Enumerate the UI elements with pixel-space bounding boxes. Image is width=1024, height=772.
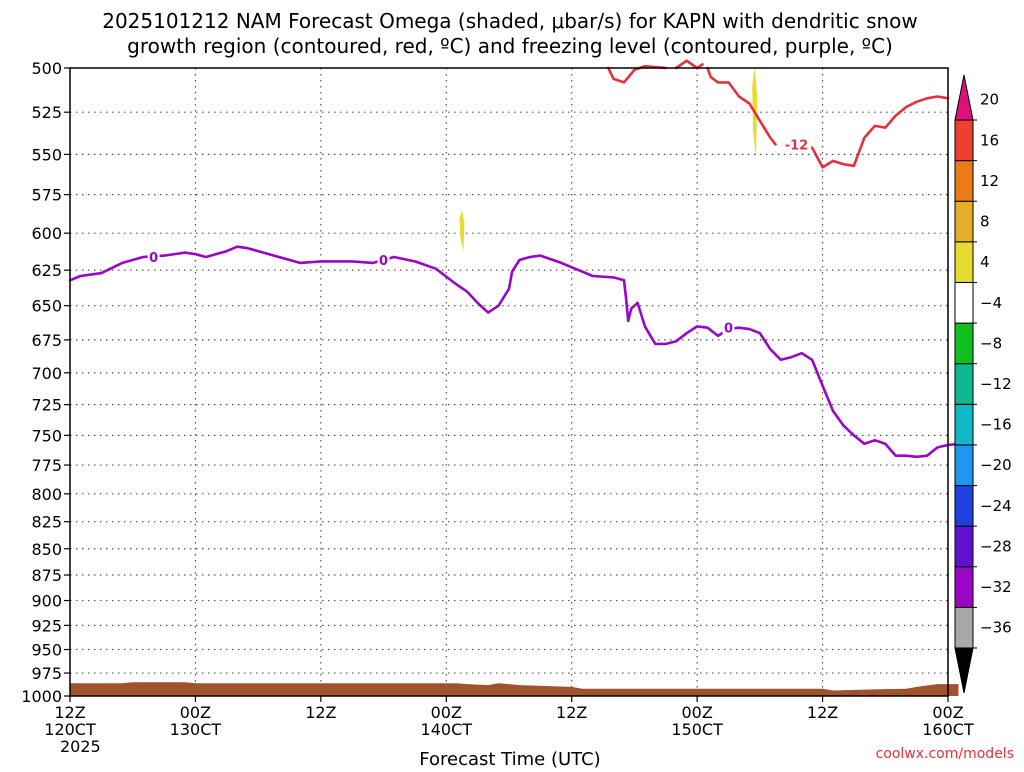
y-tick-label: 750 [31,426,62,445]
colorbar-label: 4 [980,253,990,271]
y-tick-label: 875 [31,566,62,585]
x-tick-label: 12Z [556,703,587,722]
y-tick-label: 725 [31,396,62,415]
chart-title-line-1: 2025101212 NAM Forecast Omega (shaded, μ… [102,9,918,33]
y-tick-label: 625 [31,261,62,280]
y-tick-label: 650 [31,297,62,316]
colorbar-bin [954,363,974,405]
y-tick-label: 850 [31,540,62,559]
y-tick-label: 550 [31,145,62,164]
colorbar-label: −4 [980,294,1002,312]
terrain-fill [70,682,959,696]
contour-label: 0 [379,254,388,269]
colorbar-bin [954,444,974,487]
contour-line-dendritic [674,59,704,70]
x-axis-label: Forecast Time (UTC) [419,749,600,768]
x-tick-label: 00Z [431,703,462,722]
colorbar-label: −8 [980,334,1002,352]
x-tick-label: 140CT [421,720,473,739]
x-tick-label: 12Z [305,703,336,722]
x-tick-label: 00Z [180,703,211,722]
contour-label: 0 [149,251,158,266]
contour-label: 0 [724,322,733,337]
y-tick-label: 500 [31,59,62,78]
colorbar-bin [954,119,974,162]
y-tick-label: 925 [31,616,62,635]
y-tick-label: 950 [31,641,62,660]
chart-title-line-2: growth region (contoured, red, ºC) and f… [127,34,893,58]
colorbar-bin [954,525,974,568]
colorbar-label: −16 [980,416,1012,434]
x-tick-label: 12Z [54,703,85,722]
contour-line-freezing-level [68,245,960,459]
terrain-layer [70,682,959,696]
contour-label-bg [722,319,735,335]
y-tick-label: 700 [31,364,62,383]
colorbar-label: −20 [980,456,1012,474]
colorbar-label: 12 [980,172,999,190]
contour-label-bg [782,136,811,152]
grid-lines [70,68,948,696]
x-tick-label: 120CT [44,720,96,739]
y-tick-label: 975 [31,664,62,683]
plot-frame [69,67,949,697]
contour-label: -12 [785,138,809,153]
y-tick-label: 825 [31,513,62,532]
x-tick-label: 2025 [60,737,101,756]
colorbar-label: −12 [980,375,1012,393]
colorbar: −36 −32 −28 −24 −20 −16 −12 −8 −4 4 8 12 16 20 [954,74,1012,694]
colorbar-label: −28 [980,537,1012,555]
colorbar-label: 8 [980,213,990,231]
y-tick-label: 675 [31,331,62,350]
x-tick-label: 12Z [807,703,838,722]
colorbar-label: −24 [980,497,1012,515]
contour-lines: 0 0 0 -12 [68,59,960,459]
x-tick-label: 160CT [922,720,974,739]
colorbar-triangle-high [954,74,974,121]
contour-label-bg [147,249,160,265]
colorbar-label: −36 [980,619,1012,637]
x-tick-label: 150CT [671,720,723,739]
x-tick-label: 00Z [932,703,963,722]
omega-shaded-region [459,210,465,252]
x-tick-label: 00Z [681,703,712,722]
colorbar-bin [954,403,974,446]
colorbar-label: 16 [980,131,999,149]
colorbar-bin [954,566,974,608]
colorbar-label: −32 [980,578,1012,596]
y-tick-label: 575 [31,186,62,205]
colorbar-bin [954,485,974,527]
contour-line-dendritic [810,95,950,169]
y-tick-label: 800 [31,485,62,504]
y-tick-label: 600 [31,224,62,243]
contour-line-dendritic [607,64,668,84]
y-axis-ticks: 500 525 550 575 600 625 650 675 700 725 750 775 800 8… [21,59,70,706]
y-tick-label: 900 [31,592,62,611]
contour-line-dendritic [706,66,777,146]
colorbar-bin [954,322,974,365]
omega-shading [459,68,758,252]
y-tick-label: 525 [31,103,62,122]
credit-text: coolwx.com/models [876,746,1014,762]
colorbar-bin [954,281,974,324]
contour-label-bg [377,251,390,267]
colorbar-label: 20 [980,91,999,109]
colorbar-bin [954,200,974,243]
y-tick-label: 1000 [21,687,62,706]
colorbar-bin [954,241,974,283]
colorbar-bin [954,160,974,202]
y-tick-label: 775 [31,456,62,475]
x-tick-label: 130CT [170,720,222,739]
colorbar-bin [954,606,974,649]
